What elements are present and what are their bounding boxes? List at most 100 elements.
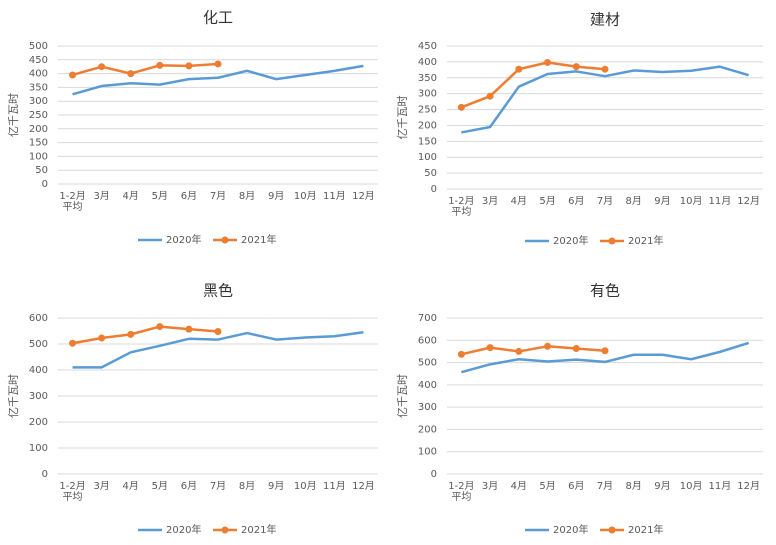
x-tick-label: 9月 — [267, 191, 285, 202]
x-tick-label-box: 8月 — [626, 196, 642, 207]
legend-label: 2020年 — [553, 234, 588, 247]
x-tick-label: 8月 — [238, 481, 256, 492]
y-tick-label: 50 — [35, 165, 48, 176]
x-tick-label: 6月 — [180, 481, 198, 492]
x-tick-label-box: 10月 — [679, 196, 703, 207]
x-tick-label-box: 4月 — [122, 191, 139, 202]
x-tick-label-box: 7月 — [209, 191, 227, 202]
x-tick-label: 10月 — [293, 191, 317, 202]
legend-marker — [608, 237, 616, 245]
x-tick-label: 4月 — [510, 196, 527, 207]
series-marker — [127, 330, 135, 338]
chart-title: 有色 — [590, 282, 620, 300]
series-marker — [69, 71, 77, 79]
x-tick-label: 1-2月平均 — [448, 196, 475, 218]
y-tick-label: 400 — [418, 380, 437, 391]
series-marker — [486, 344, 494, 352]
series-marker — [98, 63, 106, 71]
y-tick-label: 350 — [418, 73, 437, 84]
x-tick-label: 3月 — [93, 191, 110, 202]
legend-marker — [221, 526, 229, 534]
x-tick-label-box: 5月 — [152, 481, 168, 492]
x-tick-label-box: 1-2月平均 — [448, 196, 475, 218]
x-tick-label-box: 9月 — [268, 481, 284, 492]
legend-label: 2020年 — [553, 523, 588, 536]
y-tick-label: 400 — [418, 57, 437, 68]
x-tick-label: 11月 — [708, 196, 732, 207]
y-tick-label: 0 — [431, 184, 437, 195]
x-tick-label-box: 12月 — [352, 191, 375, 202]
x-tick-label: 9月 — [654, 481, 671, 492]
x-tick-label-box: 1-2月平均 — [448, 481, 474, 503]
y-axis-label: 亿千瓦时 — [396, 96, 409, 140]
legend-marker — [608, 526, 616, 534]
legend-label: 2021年 — [241, 523, 276, 536]
x-tick-label-box: 11月 — [708, 196, 732, 207]
series-marker — [572, 63, 580, 71]
x-tick-label: 4月 — [122, 481, 139, 492]
series-marker — [457, 350, 465, 358]
x-tick-label-box: 6月 — [181, 191, 197, 202]
y-axis-label: 亿千瓦时 — [396, 374, 409, 418]
series-marker — [544, 59, 552, 67]
y-tick-label: 600 — [418, 335, 437, 346]
series-marker — [127, 70, 135, 78]
x-tick-label: 6月 — [568, 481, 585, 492]
x-tick-label-box: 1-2月平均 — [59, 481, 85, 503]
x-tick-label-box: 8月 — [239, 191, 255, 202]
x-tick-label: 11月 — [322, 191, 346, 202]
y-tick-label: 200 — [29, 417, 48, 428]
x-tick-label-box: 4月 — [510, 196, 527, 207]
series-marker — [185, 325, 193, 333]
x-tick-label: 12月 — [737, 196, 760, 207]
y-axis-label: 亿千瓦时 — [7, 93, 20, 137]
y-tick-label: 450 — [418, 41, 437, 52]
y-tick-label: 300 — [418, 89, 437, 100]
x-tick-label-box: 7月 — [597, 481, 613, 492]
y-tick-label: 300 — [29, 391, 48, 402]
x-tick-label: 11月 — [708, 481, 732, 492]
y-tick-label: 150 — [418, 136, 437, 147]
legend-label: 2021年 — [628, 523, 663, 536]
series-marker — [214, 328, 222, 336]
series-marker — [601, 65, 609, 73]
y-tick-label: 100 — [29, 151, 48, 162]
y-tick-label: 150 — [29, 138, 48, 149]
x-tick-label: 3月 — [481, 481, 499, 492]
legend-label: 2021年 — [628, 234, 663, 247]
series-line — [461, 345, 606, 356]
x-tick-label-box: 10月 — [680, 481, 703, 492]
series-line — [72, 62, 219, 77]
x-tick-label: 6月 — [568, 196, 585, 207]
x-tick-label: 7月 — [209, 191, 227, 202]
x-tick-label-box: 4月 — [511, 481, 527, 492]
x-tick-label: 3月 — [481, 196, 499, 207]
y-tick-label: 400 — [29, 365, 48, 376]
series-marker — [69, 339, 77, 347]
x-tick-label-box: 9月 — [654, 481, 671, 492]
series-marker — [601, 347, 609, 355]
x-tick-label-box: 12月 — [352, 481, 375, 492]
x-tick-label: 10月 — [679, 196, 703, 207]
legend-marker — [221, 236, 229, 244]
x-tick-label-box: 6月 — [568, 481, 585, 492]
y-tick-label: 0 — [42, 179, 48, 190]
series-marker — [515, 347, 523, 355]
x-tick-label-box: 7月 — [596, 196, 614, 207]
legend-label: 2020年 — [166, 523, 201, 536]
x-tick-label: 12月 — [352, 191, 375, 202]
y-tick-label: 100 — [29, 443, 48, 454]
x-tick-label: 10月 — [293, 481, 317, 492]
chart-title: 化工 — [203, 9, 233, 27]
x-tick-label: 4月 — [122, 191, 139, 202]
x-tick-label: 7月 — [596, 196, 614, 207]
chart-title: 建材 — [590, 11, 620, 29]
x-tick-label-box: 7月 — [210, 481, 226, 492]
y-tick-label: 0 — [431, 469, 437, 480]
series-marker — [572, 345, 580, 353]
y-tick-label: 50 — [424, 168, 437, 179]
y-tick-label: 0 — [42, 469, 48, 480]
